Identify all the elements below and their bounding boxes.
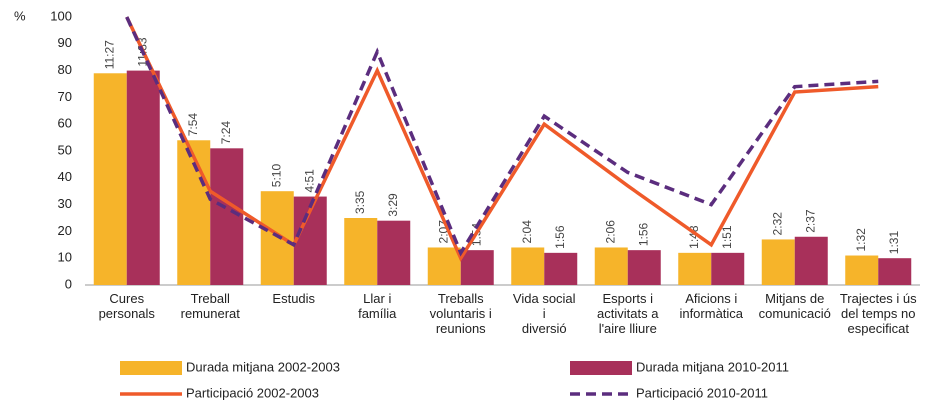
x-tick-label-line: del temps no xyxy=(841,306,915,321)
bar xyxy=(93,73,127,285)
x-tick-label-line: i xyxy=(543,306,546,321)
x-tick-label: Vida social i diversió xyxy=(513,291,576,336)
bar xyxy=(260,191,294,285)
legend-label: Participació 2010-2011 xyxy=(636,385,768,400)
duration-label: 2:06 xyxy=(603,220,617,244)
x-tick-label-line: Trajectes i ús xyxy=(840,291,917,306)
bar xyxy=(794,236,828,285)
x-tick-label-line: Esports i xyxy=(602,291,653,306)
x-tick-label-line: Cures xyxy=(109,291,144,306)
x-tick-label: Treball remunerat xyxy=(181,291,241,321)
duration-label: 7:24 xyxy=(219,121,233,145)
duration-label: 1:32 xyxy=(854,228,868,252)
y-unit: % xyxy=(14,8,26,23)
y-tick-label: 0 xyxy=(65,276,72,291)
x-tick-label: Cures personals xyxy=(99,291,156,321)
bar xyxy=(711,252,745,285)
x-tick-label: Esports i activitats a l'aire lliure xyxy=(597,291,659,336)
x-tick-label-line: Treballs xyxy=(438,291,484,306)
legend-swatch xyxy=(570,361,632,375)
y-tick-label: 40 xyxy=(58,169,72,184)
y-tick-label: 20 xyxy=(58,223,72,238)
x-tick-label-line: activitats a xyxy=(597,306,659,321)
duration-label: 1:56 xyxy=(636,222,650,246)
bar xyxy=(678,252,712,285)
bar xyxy=(460,250,494,285)
x-tick-label-line: Estudis xyxy=(272,291,315,306)
x-tick-label-line: diversió xyxy=(522,321,567,336)
y-tick-label: 100 xyxy=(50,8,72,23)
legend-swatch xyxy=(120,361,182,375)
duration-label: 1:31 xyxy=(887,231,901,255)
x-tick-label-line: remunerat xyxy=(181,306,241,321)
bar xyxy=(544,252,578,285)
duration-label: 7:54 xyxy=(186,113,200,137)
y-tick-label: 80 xyxy=(58,62,72,77)
duration-label: 3:29 xyxy=(386,193,400,217)
x-tick-label: Mitjans de comunicació xyxy=(759,291,831,321)
duration-label: 2:32 xyxy=(770,212,784,236)
x-tick-label: Aficions i informàtica xyxy=(679,291,743,321)
x-tick-label-line: especificat xyxy=(848,321,910,336)
bar xyxy=(377,220,411,285)
bar xyxy=(878,258,912,285)
duration-label: 5:10 xyxy=(269,164,283,188)
x-tick-label: Llar i família xyxy=(358,291,397,321)
bar xyxy=(210,148,244,285)
x-tick-label-line: família xyxy=(358,306,397,321)
bar xyxy=(427,247,461,285)
x-tick-label-line: Mitjans de xyxy=(765,291,824,306)
x-tick-label-line: Vida social xyxy=(513,291,576,306)
bar xyxy=(627,250,661,285)
x-tick-label-line: voluntaris i xyxy=(430,306,492,321)
x-tick-label-line: personals xyxy=(99,306,156,321)
x-tick-label: Treballs voluntaris i reunions xyxy=(430,291,492,336)
x-tick-label-line: Aficions i xyxy=(685,291,737,306)
line xyxy=(125,16,879,257)
bar xyxy=(177,140,211,285)
x-tick-label-line: reunions xyxy=(436,321,486,336)
x-tick-label: Estudis xyxy=(272,291,315,306)
duration-label: 11:27 xyxy=(102,40,116,69)
legend-label: Durada mitjana 2002-2003 xyxy=(186,359,340,374)
legend-label: Durada mitjana 2010-2011 xyxy=(636,359,789,374)
duration-label: 1:51 xyxy=(720,225,734,249)
line xyxy=(125,16,879,262)
bar xyxy=(845,255,879,285)
duration-label: 4:51 xyxy=(302,169,316,193)
y-tick-label: 90 xyxy=(58,35,72,50)
duration-label: 3:35 xyxy=(353,190,367,214)
duration-label: 2:04 xyxy=(520,220,534,244)
legend-label: Participació 2002-2003 xyxy=(186,385,319,400)
y-tick-label: 50 xyxy=(58,142,72,157)
x-tick-label-line: comunicació xyxy=(759,306,831,321)
y-tick-label: 10 xyxy=(58,250,72,265)
bar xyxy=(126,70,160,285)
x-tick-label-line: l'aire lliure xyxy=(599,321,657,336)
x-tick-label-line: Llar i xyxy=(363,291,391,306)
duration-label: 2:37 xyxy=(803,209,817,233)
bar xyxy=(594,247,628,285)
y-tick-label: 70 xyxy=(58,89,72,104)
x-tick-label: Trajectes i ús del temps no especificat xyxy=(840,291,917,336)
bar xyxy=(344,218,378,285)
x-tick-label-line: Treball xyxy=(191,291,230,306)
duration-label: 1:56 xyxy=(553,225,567,249)
bar xyxy=(761,239,795,285)
x-tick-label-line: informàtica xyxy=(679,306,743,321)
y-tick-label: 30 xyxy=(58,196,72,211)
y-tick-label: 60 xyxy=(58,116,72,131)
bar xyxy=(511,247,545,285)
